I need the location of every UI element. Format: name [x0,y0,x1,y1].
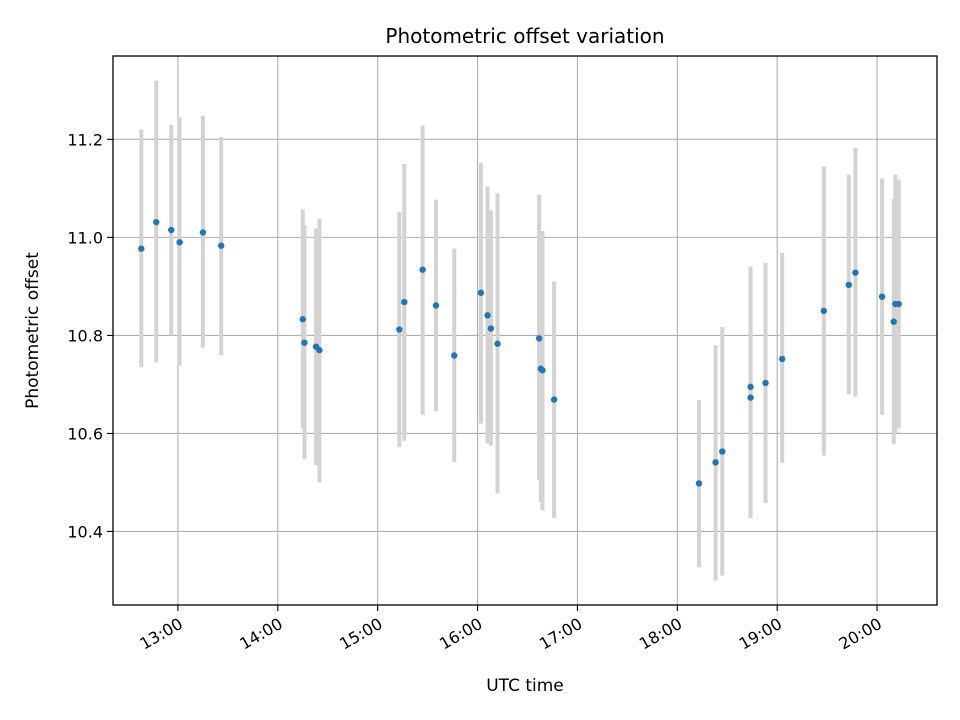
data-point [396,326,403,333]
y-tick-label: 10.6 [67,424,103,443]
data-point [199,229,207,236]
data-point [535,335,543,342]
data-point [176,239,183,246]
data-point [494,340,501,347]
y-tick-label: 10.4 [67,522,103,541]
data-point [432,302,440,309]
y-axis-title: Photometric offset [23,252,43,409]
data-point [712,459,719,466]
data-point [218,242,225,249]
data-point [820,307,828,315]
data-point [301,339,308,346]
y-tick-label: 11.0 [67,228,103,247]
x-tick-label: 15:00 [336,614,385,654]
data-point [419,266,426,273]
data-point [852,269,859,276]
y-tick-label: 10.8 [67,326,103,345]
error-bars [139,80,901,581]
y-tick-label: 11.2 [67,130,103,149]
data-points [138,218,902,487]
x-tick-label: 13:00 [136,614,185,654]
data-point [762,379,769,387]
data-point [895,300,902,308]
data-point [890,318,897,325]
data-point [316,346,323,354]
data-point [878,293,886,300]
data-point [550,396,558,403]
data-point [845,281,852,289]
plot-area-frame [112,55,938,606]
x-tick-label: 17:00 [536,614,585,654]
data-point [539,367,546,374]
x-tick-label: 16:00 [436,614,485,654]
data-point [451,352,458,359]
data-point [299,316,306,323]
data-point [747,394,754,401]
data-point [778,355,786,363]
data-point [484,312,491,319]
x-axis-title: UTC time [486,676,564,696]
data-point [153,218,160,226]
data-point [168,226,175,234]
chart-title: Photometric offset variation [385,24,664,48]
data-point [487,325,495,332]
x-tick-label: 20:00 [836,614,885,654]
data-point [719,448,726,455]
x-tick-label: 14:00 [236,614,285,654]
data-point [695,480,703,487]
x-tick-label: 19:00 [736,614,785,654]
data-point [477,289,485,296]
data-point [138,245,145,252]
axis-ticks: 13:00 14:00 15:00 16:00 17:00 18:00 19:00 20:00… [67,130,885,653]
x-tick-label: 18:00 [636,614,685,654]
data-point [747,383,754,391]
grid [113,56,937,605]
data-point [401,298,408,306]
